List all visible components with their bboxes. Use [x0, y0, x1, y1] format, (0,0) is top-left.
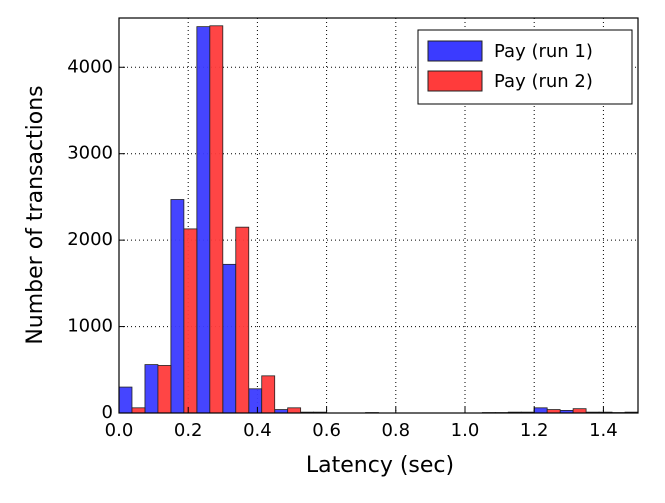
y-tick-label: 2000	[67, 229, 113, 250]
bar	[197, 27, 210, 413]
legend-swatch	[428, 41, 482, 61]
legend-label: Pay (run 2)	[494, 71, 593, 92]
y-axis-label: Number of transactions	[23, 85, 48, 344]
y-tick-label: 3000	[67, 143, 113, 164]
bar	[171, 200, 184, 413]
x-tick-label: 0.2	[174, 420, 203, 441]
bar	[249, 389, 262, 413]
x-tick-label: 0.6	[312, 420, 341, 441]
bar	[119, 387, 132, 413]
bar	[210, 26, 223, 413]
x-tick-label: 0.4	[243, 420, 272, 441]
x-tick-label: 0.8	[381, 420, 410, 441]
bar	[184, 229, 197, 413]
x-axis-label: Latency (sec)	[306, 453, 454, 478]
x-tick-label: 1.4	[589, 420, 618, 441]
y-tick-label: 4000	[67, 56, 113, 77]
bar	[158, 365, 171, 413]
bar	[132, 408, 145, 413]
y-tick-label: 1000	[67, 316, 113, 337]
bar	[573, 409, 586, 413]
bar	[288, 408, 301, 413]
x-tick-label: 1.0	[451, 420, 480, 441]
bar	[223, 264, 236, 413]
bar	[534, 408, 547, 413]
bar	[262, 376, 275, 413]
x-tick-label: 0.0	[105, 420, 134, 441]
x-tick-label: 1.2	[520, 420, 549, 441]
legend-label: Pay (run 1)	[494, 41, 593, 62]
legend: Pay (run 1) Pay (run 2)	[418, 30, 632, 104]
legend-swatch	[428, 71, 482, 91]
bar	[236, 227, 249, 413]
bar	[145, 365, 158, 413]
